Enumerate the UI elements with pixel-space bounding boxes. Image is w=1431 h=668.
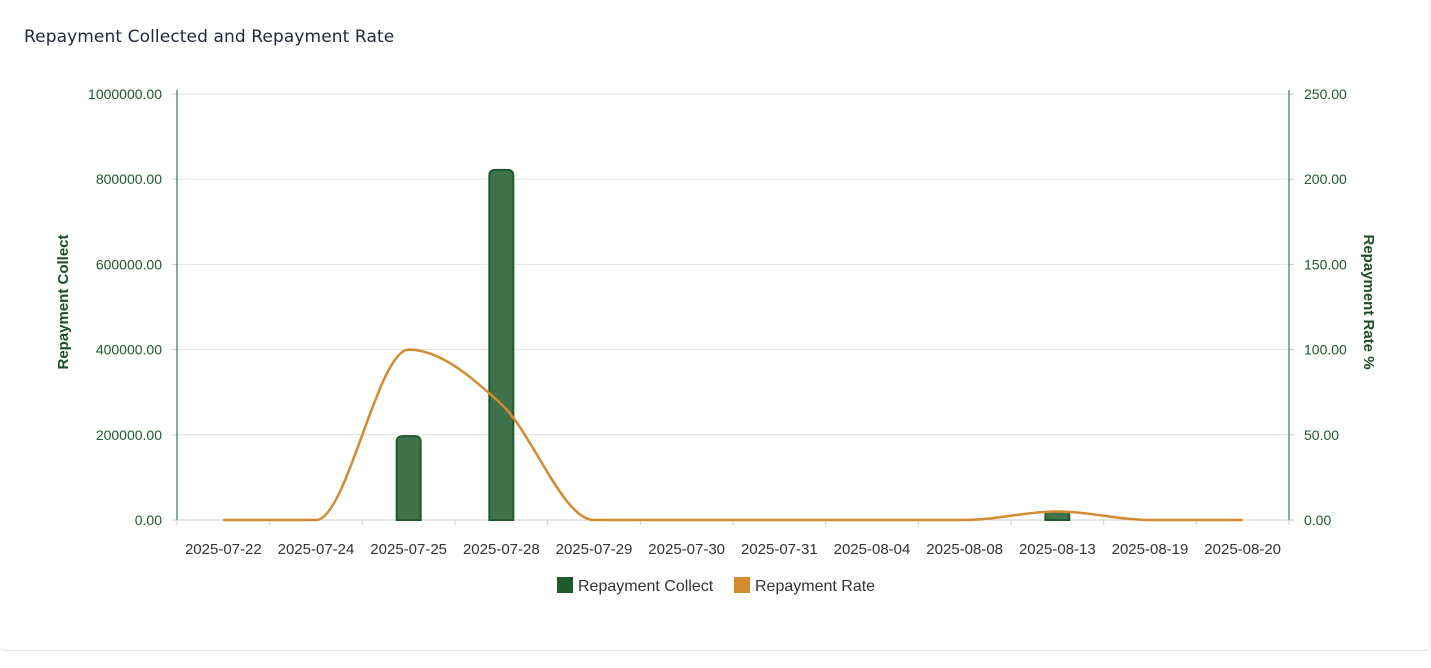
x-tick-label: 2025-07-28 [463,541,540,558]
y-left-tick-label: 200000.00 [96,427,162,443]
x-tick-label: 2025-07-29 [556,541,633,558]
chart-card: Repayment Collected and Repayment Rate 0… [0,0,1430,651]
y-right-axis-title: Repayment Rate % [1360,234,1377,369]
combo-chart: 0.00 200000.00 400000.00 600000.00 800000.00… [55,86,1377,595]
y-right-tick-label: 250.00 [1304,86,1347,102]
x-tick-label: 2025-08-04 [834,541,911,558]
y-right-tick-label: 200.00 [1304,171,1347,187]
x-tick-label: 2025-07-24 [278,541,355,558]
bar-series [395,168,1071,521]
legend-swatch-rate[interactable] [734,577,750,593]
x-tick-label: 2025-08-08 [926,541,1003,558]
x-tick-label: 2025-07-31 [741,541,818,558]
x-tick-label: 2025-07-22 [185,541,262,558]
grid-lines [177,93,1289,521]
y-left-tick-label: 1000000.00 [88,86,162,102]
y-right-tick-label: 150.00 [1304,256,1347,272]
axes [172,90,1294,525]
x-tick-label: 2025-07-25 [370,541,447,558]
bar [488,168,515,521]
y-right-tick-label: 0.00 [1304,512,1331,528]
rate-line [223,348,1243,522]
tick-labels: 0.00 200000.00 400000.00 600000.00 800000.00… [88,86,1347,558]
bar [395,435,422,521]
y-left-tick-label: 0.00 [135,512,162,528]
y-left-axis-title: Repayment Collect [55,234,72,369]
legend-swatch-collect[interactable] [557,577,573,593]
line-series [223,348,1243,522]
x-tick-label: 2025-07-30 [648,541,725,558]
y-left-tick-label: 600000.00 [96,256,162,272]
x-tick-label: 2025-08-20 [1204,541,1281,558]
legend: Repayment Collect Repayment Rate [557,577,875,595]
x-tick-label: 2025-08-13 [1019,541,1096,558]
legend-label-rate[interactable]: Repayment Rate [755,578,875,595]
y-left-tick-label: 800000.00 [96,171,162,187]
y-right-tick-label: 100.00 [1304,342,1347,358]
chart-title: Repayment Collected and Repayment Rate [24,27,395,47]
x-tick-label: 2025-08-19 [1112,541,1189,558]
y-right-tick-label: 50.00 [1304,427,1339,443]
legend-label-collect[interactable]: Repayment Collect [578,578,714,595]
y-left-tick-label: 400000.00 [96,342,162,358]
